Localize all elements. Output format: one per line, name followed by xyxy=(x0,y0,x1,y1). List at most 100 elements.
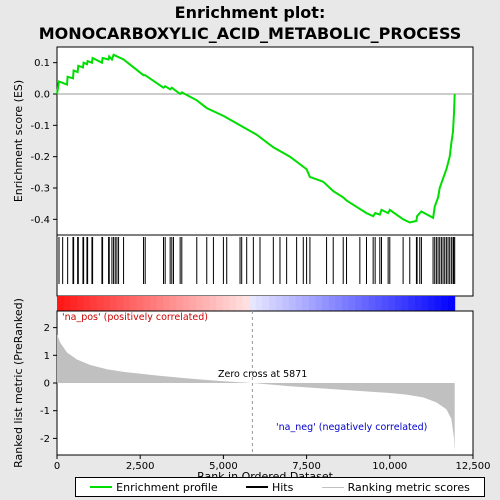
color-bar-segment xyxy=(149,296,157,311)
color-bar-segment xyxy=(282,296,290,311)
es-y-axis-label: Enrichment score (ES) xyxy=(12,80,25,202)
color-bar-segment xyxy=(235,296,244,311)
color-bar-segment xyxy=(375,296,383,311)
color-bar-segment xyxy=(229,296,237,311)
color-bar-segment xyxy=(209,296,217,311)
es-y-tick-label: -0.2 xyxy=(30,152,50,163)
color-bar-segment xyxy=(348,296,356,311)
color-bar-segment xyxy=(295,296,303,311)
metric-y-tick-label: 1 xyxy=(44,351,50,362)
color-bar-segment xyxy=(63,296,71,311)
color-bar-segment xyxy=(123,296,131,311)
color-bar-segment xyxy=(322,296,330,311)
es-y-tick-label: -0.4 xyxy=(30,215,50,226)
color-bar-segment xyxy=(315,296,323,311)
color-bar-segment xyxy=(434,296,442,311)
metric-y-tick-label: 0 xyxy=(44,379,50,390)
rank-color-bar xyxy=(57,296,456,311)
legend-swatch-hits xyxy=(245,486,268,488)
color-bar-segment xyxy=(163,296,171,311)
color-bar-segment xyxy=(288,296,297,311)
color-bar-segment xyxy=(222,296,230,311)
color-bar-segment xyxy=(103,296,111,311)
metric-y-tick-label: -1 xyxy=(40,406,50,417)
x-tick-label: 0 xyxy=(54,461,60,472)
hits-panel xyxy=(56,234,474,297)
color-bar-segment xyxy=(421,296,429,311)
color-bar-segment xyxy=(361,296,370,311)
color-bar-segment xyxy=(182,296,191,311)
color-bar-segment xyxy=(308,296,317,311)
color-bar-segment xyxy=(335,296,343,311)
color-bar-segment xyxy=(395,296,403,311)
legend-item-metric: Ranking metric scores xyxy=(321,480,470,494)
color-bar-segment xyxy=(156,296,164,311)
color-bar-segment xyxy=(408,296,416,311)
color-bar-segment xyxy=(129,296,138,311)
metric-y-axis-label: Ranked list metric (PreRanked) xyxy=(12,298,25,468)
color-bar-segment xyxy=(368,296,376,311)
neg-annotation: 'na_neg' (negatively correlated) xyxy=(276,422,427,433)
color-bar-segment xyxy=(328,296,336,311)
color-bar-segment xyxy=(169,296,177,311)
legend-swatch-metric xyxy=(321,486,344,488)
color-bar-segment xyxy=(381,296,389,311)
legend-label-metric: Ranking metric scores xyxy=(347,480,470,494)
color-bar-segment xyxy=(189,296,197,311)
color-bar-segment xyxy=(388,296,396,311)
metric-y-tick-label: -2 xyxy=(40,434,50,445)
enrichment-profile-line xyxy=(56,53,456,224)
color-bar-segment xyxy=(262,296,270,311)
zero-cross-annotation: Zero cross at 5871 xyxy=(218,369,307,380)
color-bar-segment xyxy=(401,296,409,311)
legend-swatch-enrichment xyxy=(90,486,113,488)
color-bar-segment xyxy=(196,296,204,311)
color-bar-segment xyxy=(441,296,449,311)
color-bar-segment xyxy=(83,296,91,311)
legend-item-enrichment: Enrichment profile xyxy=(90,481,218,494)
es-y-tick-label: -0.3 xyxy=(30,184,50,195)
legend: Enrichment profile Hits Ranking metric s… xyxy=(75,477,485,497)
x-axis: 0 2,500 5,000 7,500 10,000 12,500 xyxy=(54,455,491,472)
es-y-tick-label: 0.0 xyxy=(34,90,50,101)
x-tick-label: 5,000 xyxy=(209,461,238,472)
color-bar-segment xyxy=(414,296,423,311)
legend-item-hits: Hits xyxy=(245,480,294,494)
color-bar-segment xyxy=(96,296,104,311)
color-bar-segment xyxy=(76,296,85,311)
chart-title-line1: Enrichment plot: xyxy=(175,3,326,22)
color-bar-segment xyxy=(342,296,350,311)
color-bar-segment xyxy=(255,296,263,311)
legend-label-enrichment: Enrichment profile xyxy=(116,480,218,494)
hit-marks xyxy=(58,237,456,284)
x-tick-label: 12,500 xyxy=(456,461,491,472)
color-bar-segment xyxy=(136,296,144,311)
chart-title-line2: MONOCARBOXYLIC_ACID_METABOLIC_PROCESS xyxy=(39,24,462,43)
color-bar-segment xyxy=(176,296,184,311)
color-bar-segment xyxy=(90,296,98,311)
color-bar-segment xyxy=(355,296,363,311)
color-bar-segment xyxy=(116,296,124,311)
color-bar-segment xyxy=(302,296,310,311)
x-tick-label: 2,500 xyxy=(126,461,155,472)
color-bar-segment xyxy=(110,296,118,311)
es-y-axis: 0.1 0.0 -0.1 -0.2 -0.3 -0.4 xyxy=(30,58,57,226)
pos-annotation: 'na_pos' (positively correlated) xyxy=(62,312,208,323)
color-bar-segment xyxy=(216,296,224,311)
color-bar-segment xyxy=(70,296,78,311)
x-tick-label: 7,500 xyxy=(292,461,321,472)
color-bar-segment xyxy=(448,296,456,311)
x-tick-label: 10,000 xyxy=(372,461,407,472)
color-bar-segment xyxy=(428,296,436,311)
legend-label-hits: Hits xyxy=(271,480,294,494)
metric-y-axis: 2 1 0 -1 -2 xyxy=(40,323,57,445)
es-y-tick-label: 0.1 xyxy=(34,58,50,69)
es-y-tick-label: -0.1 xyxy=(30,121,50,132)
metric-y-tick-label: 2 xyxy=(44,323,50,334)
color-bar-segment xyxy=(242,296,250,311)
color-bar-segment xyxy=(249,296,257,311)
color-bar-segment xyxy=(143,296,151,311)
color-bar-segment xyxy=(202,296,210,311)
color-bar-segment xyxy=(57,296,65,311)
